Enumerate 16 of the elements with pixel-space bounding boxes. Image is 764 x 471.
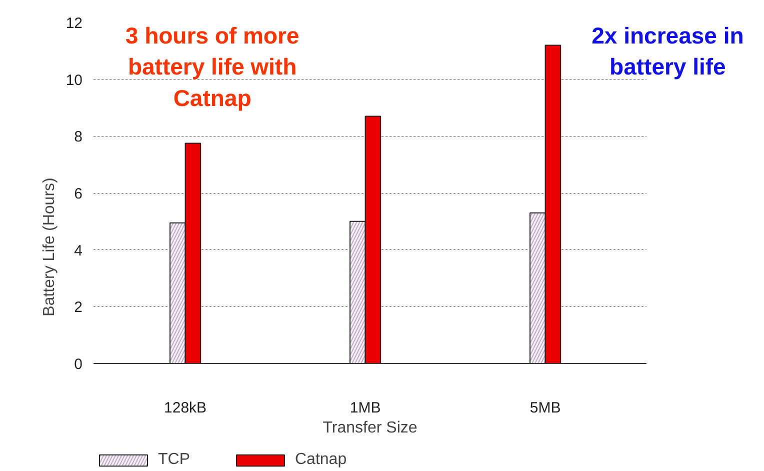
legend-label: TCP: [158, 451, 190, 469]
y-tick-label: 6: [74, 186, 82, 202]
y-tick-label: 4: [74, 242, 82, 260]
legend-label: Catnap: [295, 451, 347, 469]
annotation: 3 hours of more battery life with Catnap: [125, 22, 300, 111]
x-axis-title: Transfer Size: [322, 420, 418, 436]
annotation: 2x increase in battery life: [592, 22, 744, 80]
x-tick-label: 128kB: [164, 400, 207, 416]
x-tick-label: 1MB: [350, 400, 381, 416]
y-tick-label: 12: [66, 15, 83, 32]
x-tick-label: 5MB: [530, 400, 561, 416]
y-axis-title: Battery Life (Hours): [40, 178, 58, 316]
y-tick-label: 0: [74, 356, 82, 373]
y-tick-label: 8: [74, 128, 82, 146]
y-tick-label: 2: [74, 299, 82, 316]
y-tick-label: 10: [66, 72, 83, 89]
